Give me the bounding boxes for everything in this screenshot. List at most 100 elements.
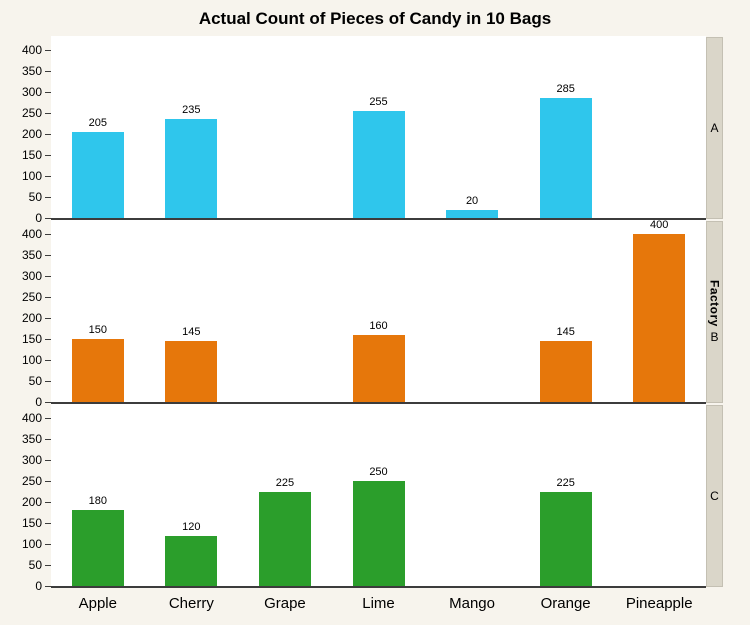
y-tick-mark (45, 233, 51, 235)
bar-value-label: 400 (650, 219, 669, 231)
y-tick-label: 150 (21, 516, 42, 530)
bar-value-label: 250 (369, 466, 388, 478)
y-tick-mark (45, 359, 51, 361)
y-tick-mark (45, 501, 51, 503)
bar-value-label: 180 (88, 495, 107, 508)
bar-value-label: 145 (182, 326, 201, 339)
panel-strip-A: A (706, 37, 723, 219)
y-tick-label: 100 (21, 353, 42, 367)
y-tick-mark (45, 275, 51, 277)
x-axis-label-grape: Grape (264, 595, 306, 612)
bar-value-label: 160 (369, 319, 388, 332)
bar-C-orange[interactable] (539, 491, 592, 586)
y-tick-label: 350 (21, 64, 42, 78)
bar-A-lime[interactable] (352, 110, 405, 218)
x-axis-label-cherry: Cherry (168, 595, 214, 612)
bar-A-mango[interactable] (446, 209, 499, 218)
bar-A-cherry[interactable] (165, 119, 218, 218)
strip-label-B: B (710, 329, 719, 344)
bar-B-cherry[interactable] (165, 341, 218, 402)
y-tick-label: 350 (21, 248, 42, 262)
y-tick-mark (45, 522, 51, 524)
bar-B-orange[interactable] (539, 341, 592, 402)
y-tick-label: 400 (21, 43, 42, 57)
y-tick-mark (45, 401, 51, 403)
bar-value-label: 255 (369, 95, 388, 108)
y-tick-label: 50 (28, 190, 42, 204)
bar-C-apple[interactable] (71, 510, 124, 586)
y-axis-panel-A: 0 50 100 150 200 250 300 350 400 (6, 36, 51, 225)
bar-B-lime[interactable] (352, 334, 405, 402)
bar-B-pineapple[interactable] (633, 234, 686, 402)
y-tick-label: 0 (35, 395, 42, 409)
y-tick-label: 50 (28, 558, 42, 572)
y-tick-label: 200 (21, 311, 42, 325)
y-tick-mark (45, 196, 51, 198)
panel-strip-B: Factory B (706, 221, 723, 403)
panel-strip-C: C (706, 405, 723, 587)
y-tick-mark (45, 317, 51, 319)
bar-value-label: 150 (88, 324, 107, 336)
y-tick-label: 200 (21, 495, 42, 509)
y-tick-mark (45, 564, 51, 566)
y-tick-label: 400 (21, 227, 42, 241)
bar-A-orange[interactable] (539, 98, 592, 218)
y-tick-label: 250 (21, 106, 42, 120)
y-tick-label: 200 (21, 127, 42, 141)
y-tick-mark (45, 438, 51, 440)
chart-title: Actual Count of Pieces of Candy in 10 Ba… (198, 9, 552, 28)
bar-C-cherry[interactable] (165, 535, 218, 586)
y-tick-mark (45, 91, 51, 93)
y-tick-mark (45, 480, 51, 482)
y-tick-mark (45, 543, 51, 545)
y-axis-panel-C: 0 50 100 150 200 250 300 350 400 (6, 404, 51, 593)
y-tick-label: 300 (21, 453, 42, 467)
y-axis-panel-B: 0 50 100 150 200 250 300 350 400 (6, 220, 51, 409)
y-tick-label: 300 (21, 269, 42, 283)
bar-value-label: 225 (556, 476, 575, 489)
bar-C-grape[interactable] (258, 491, 311, 586)
y-tick-mark (45, 380, 51, 382)
x-axis-right-spacer (706, 588, 723, 620)
y-tick-label: 250 (21, 290, 42, 304)
bar-value-label: 145 (556, 326, 575, 339)
y-tick-mark (45, 254, 51, 256)
y-tick-mark (45, 217, 51, 219)
y-tick-label: 100 (21, 169, 42, 183)
bar-value-label: 20 (465, 194, 479, 207)
bar-C-lime[interactable] (352, 481, 405, 586)
x-axis: Apple Cherry Grape Lime Mango Orange Pineapple (51, 588, 706, 620)
y-tick-label: 100 (21, 537, 42, 551)
y-tick-label: 150 (21, 148, 42, 162)
y-tick-label: 0 (35, 211, 42, 225)
y-tick-mark (45, 459, 51, 461)
y-tick-mark (45, 133, 51, 135)
x-axis-label-pineapple: Pineapple (625, 595, 693, 612)
strip-label-A: A (710, 121, 719, 135)
y-tick-mark (45, 112, 51, 114)
y-tick-mark (45, 338, 51, 340)
x-axis-label-orange: Orange (540, 595, 591, 612)
x-axis-label-apple: Apple (78, 595, 117, 612)
y-tick-label: 150 (21, 332, 42, 346)
panel-variable-label: Factory (707, 280, 722, 327)
y-tick-label: 50 (28, 374, 42, 388)
bar-value-label: 120 (182, 520, 201, 533)
y-tick-label: 400 (21, 411, 42, 425)
y-tick-mark (45, 296, 51, 298)
bar-value-label: 285 (556, 83, 575, 96)
panel-plot-C: 180 120 225 250 225 (51, 404, 706, 588)
bar-B-apple[interactable] (71, 339, 124, 402)
y-tick-label: 350 (21, 432, 42, 446)
x-axis-label-mango: Mango (449, 595, 495, 612)
y-tick-mark (45, 49, 51, 51)
bar-value-label: 205 (88, 116, 107, 129)
y-tick-label: 300 (21, 85, 42, 99)
y-tick-mark (45, 70, 51, 72)
x-axis-label-lime: Lime (362, 595, 395, 612)
panel-plot-B: 150 145 160 145 400 (51, 219, 706, 404)
bar-A-apple[interactable] (71, 131, 124, 218)
y-tick-mark (45, 175, 51, 177)
y-tick-label: 250 (21, 474, 42, 488)
